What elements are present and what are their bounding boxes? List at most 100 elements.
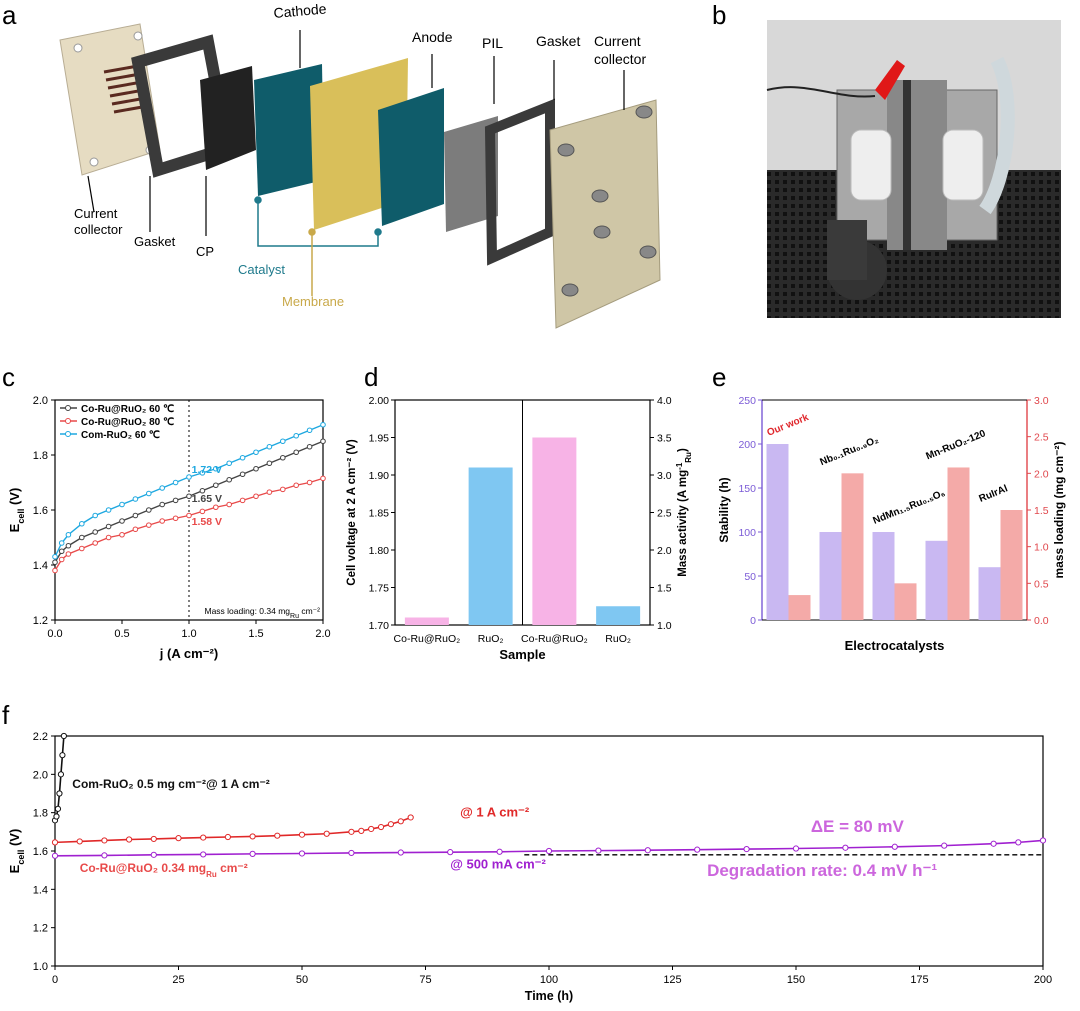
series-point <box>306 479 313 486</box>
loading-bar-1 <box>841 473 864 620</box>
label-current-collector-left-1: Current <box>74 206 118 221</box>
y-tick-label-left: 1.95 <box>369 433 390 445</box>
loading-bar-0 <box>788 595 811 620</box>
x-axis-label: j (A cm⁻²) <box>159 646 218 661</box>
series-point <box>79 520 85 527</box>
annotation-com-ruo2: Com-RuO₂ 0.5 mg cm⁻²@ 1 A cm⁻² <box>72 777 270 791</box>
series-point <box>59 752 66 759</box>
y-tick-label-right: 0.5 <box>1034 578 1049 590</box>
loading-bar-4 <box>1000 510 1023 620</box>
x-tick-label: 50 <box>296 974 308 986</box>
y-tick-label: 1.8 <box>33 808 48 820</box>
y-tick-label-left: 250 <box>738 395 756 407</box>
carbon-paper <box>200 66 256 170</box>
series-point <box>941 842 948 849</box>
pil-layer <box>444 116 498 232</box>
series-point <box>52 559 58 566</box>
category-label: Co-Ru@RuO₂ <box>521 633 588 645</box>
label-cathode: Cathode <box>273 0 327 21</box>
series-point <box>56 790 63 797</box>
x-tick-label: 1.0 <box>181 628 196 640</box>
category-label: RuO₂ <box>478 633 504 645</box>
series-point <box>58 540 65 546</box>
label-gasket-left: Gasket <box>134 234 176 249</box>
annotation-delta-e: ΔE = 80 mV <box>811 817 905 836</box>
panel-letter-e: e <box>712 362 727 392</box>
y-tick-label-right: 3.0 <box>657 470 672 482</box>
series-point <box>226 476 232 483</box>
loading-bar-2 <box>894 583 917 620</box>
y-tick-label: 1.2 <box>33 615 48 627</box>
series-point <box>172 479 179 486</box>
series-point <box>320 475 326 482</box>
panel-letter-a: a <box>2 0 17 30</box>
x-axis-label: Time (h) <box>525 989 573 1003</box>
series-point <box>92 540 98 546</box>
legend-label: Co-Ru@RuO₂ 60 ℃ <box>81 404 174 415</box>
series-point <box>79 534 85 541</box>
series-point <box>397 849 404 856</box>
series-point <box>368 825 375 833</box>
y-tick-label-right: 1.0 <box>657 620 672 632</box>
label-membrane: Membrane <box>282 294 344 309</box>
legend-marker <box>65 431 71 437</box>
series-point <box>213 482 219 489</box>
y-tick-label-left: 150 <box>738 483 756 495</box>
series-point <box>92 529 98 535</box>
series-line-1 <box>54 477 324 571</box>
y-tick-label-right: 0.0 <box>1034 615 1049 627</box>
x-tick-label: 100 <box>540 974 558 986</box>
series-point <box>447 849 454 856</box>
series-point <box>249 850 256 857</box>
y-tick-label: 1.6 <box>33 505 48 517</box>
stability-bar-1 <box>819 532 842 620</box>
group-label: Nb₀.₁Ru₀.₉O₂ <box>819 435 881 468</box>
x-axis-label: Sample <box>499 647 545 662</box>
y-tick-label-right: 2.0 <box>657 545 672 557</box>
x-tick-label: 0.5 <box>114 628 129 640</box>
series-point <box>644 847 651 854</box>
panel-letter-b: b <box>712 0 727 30</box>
series-point <box>358 827 365 834</box>
group-label: Mn-RuO₂-120 <box>925 428 988 462</box>
y-tick-label-left: 200 <box>738 439 756 451</box>
panel-letter-c: c <box>2 362 15 392</box>
series-point <box>274 832 281 839</box>
x-tick-label: 175 <box>910 974 928 986</box>
label-anode: Anode <box>412 29 453 45</box>
series-point <box>76 838 83 845</box>
series-point <box>213 465 219 472</box>
y-axis-label-right: mass loading (mg cm⁻²) <box>1052 441 1066 578</box>
y-tick-label-left: 1.75 <box>369 583 390 595</box>
series-point <box>200 834 207 841</box>
y-tick-label: 1.8 <box>33 450 48 462</box>
bar-2 <box>532 437 577 625</box>
series-point <box>293 449 300 456</box>
bolt-icons <box>557 105 657 297</box>
panel-letter-f: f <box>2 700 10 730</box>
y-tick-label: 1.2 <box>33 923 48 935</box>
stability-bar-4 <box>978 567 1001 620</box>
series-point <box>132 496 139 502</box>
series-point <box>694 846 701 853</box>
series-point <box>213 504 219 511</box>
series-point <box>126 836 133 843</box>
series-point <box>150 835 157 843</box>
series-line-0 <box>54 440 324 563</box>
series-point <box>226 460 232 467</box>
series-point <box>159 485 165 491</box>
y-tick-label-right: 1.5 <box>657 583 672 595</box>
y-tick-label: 1.4 <box>33 560 48 572</box>
bar-1 <box>468 467 513 625</box>
series-point <box>51 852 59 859</box>
series-point <box>105 534 112 541</box>
series-point <box>306 443 313 450</box>
y-axis-label-left: Cell voltage at 2 A cm⁻² (V) <box>346 439 358 586</box>
series-point <box>792 845 800 852</box>
x-tick-label: 0.0 <box>47 628 62 640</box>
series-point <box>58 556 65 563</box>
series-point <box>199 508 206 515</box>
series-point <box>65 531 72 538</box>
legend-marker <box>65 405 71 411</box>
y-tick-label-left: 50 <box>744 571 756 583</box>
